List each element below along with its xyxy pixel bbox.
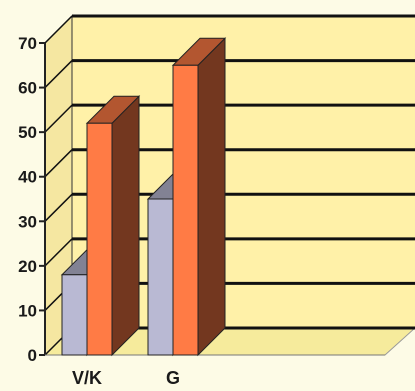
bar-side <box>111 95 140 357</box>
side-gridline <box>44 104 73 133</box>
side-gridline <box>44 15 73 44</box>
y-tick-label: 10 <box>18 301 37 320</box>
side-gridline <box>44 193 73 222</box>
bar-side <box>197 37 226 357</box>
y-tick-label: 40 <box>18 168 37 187</box>
y-tick-label: 60 <box>18 79 37 98</box>
x-category-label: V/K <box>72 368 102 388</box>
side-gridline <box>44 149 73 178</box>
y-tick-label: 20 <box>18 257 37 276</box>
bars <box>60 37 227 357</box>
labels: V/K G <box>72 368 180 388</box>
side-gridline <box>44 238 73 267</box>
bar-front <box>172 64 199 356</box>
bar-front <box>147 198 174 356</box>
y-tick-label: 70 <box>18 34 37 53</box>
y-tick-label: 30 <box>18 212 37 231</box>
y-tick-label: 0 <box>28 346 37 365</box>
bar-front <box>61 274 88 356</box>
bar <box>85 95 141 357</box>
y-tick-label: 50 <box>18 123 37 142</box>
x-category-label: G <box>166 368 180 388</box>
bar-front <box>86 122 113 356</box>
y-axis: 0 10 20 30 40 50 60 70 <box>18 34 385 365</box>
bar <box>171 37 227 357</box>
side-gridline <box>44 60 73 89</box>
